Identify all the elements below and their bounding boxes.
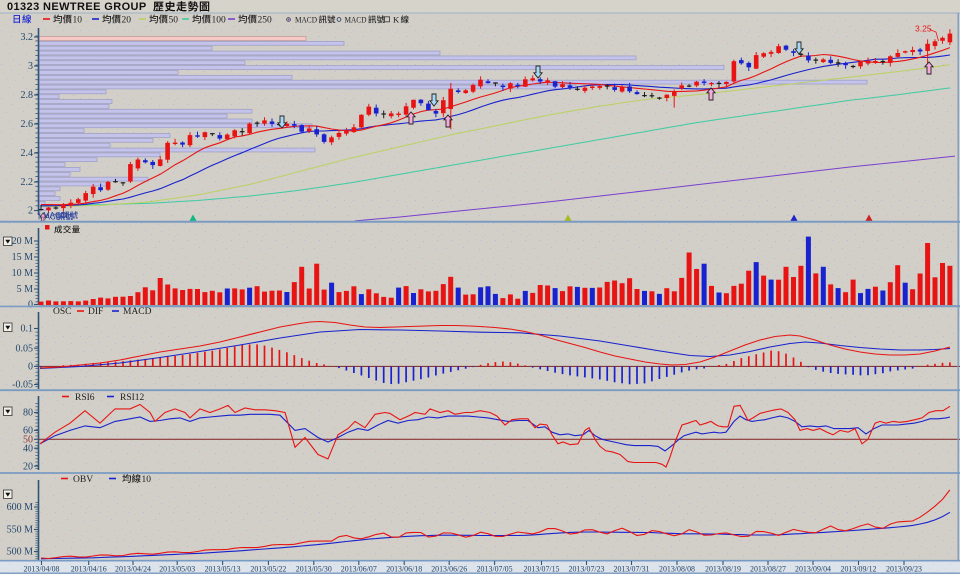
svg-text:2013/05/30: 2013/05/30: [296, 564, 332, 573]
svg-text:40: 40: [23, 443, 33, 454]
svg-text:250: 250: [258, 16, 273, 26]
svg-text:2013/04/08: 2013/04/08: [24, 564, 60, 573]
svg-text:OSC: OSC: [53, 307, 71, 317]
svg-text:100: 100: [212, 16, 227, 26]
svg-text:10: 10: [142, 475, 152, 485]
svg-text:2013/07/31: 2013/07/31: [614, 564, 650, 573]
svg-text:2.2: 2.2: [21, 177, 34, 188]
svg-text:3: 3: [28, 61, 33, 72]
svg-text:2013/08/27: 2013/08/27: [750, 564, 786, 573]
svg-text:5 M: 5 M: [17, 284, 34, 295]
svg-text:2013/08/08: 2013/08/08: [659, 564, 695, 573]
svg-text:3.2: 3.2: [21, 32, 34, 43]
svg-text:OBV: OBV: [73, 475, 93, 485]
svg-text:20 M: 20 M: [12, 236, 34, 247]
svg-text:K: K: [393, 15, 400, 25]
svg-text:MACD: MACD: [295, 15, 317, 25]
svg-text:2: 2: [28, 206, 33, 217]
svg-text:MACD: MACD: [123, 307, 152, 317]
svg-text:2013/05/13: 2013/05/13: [205, 564, 241, 573]
svg-text:01323 NEWTREE GROUP: 01323 NEWTREE GROUP: [7, 1, 147, 13]
svg-text:2013/04/24: 2013/04/24: [115, 564, 151, 573]
svg-text:2013/09/12: 2013/09/12: [841, 564, 877, 573]
svg-text:10: 10: [73, 16, 83, 26]
svg-text:2013/05/03: 2013/05/03: [159, 564, 195, 573]
svg-text:2013/07/23: 2013/07/23: [569, 564, 605, 573]
svg-text:50: 50: [23, 435, 33, 446]
svg-text:2013/09/23: 2013/09/23: [886, 564, 922, 573]
svg-text:2.8: 2.8: [21, 90, 34, 101]
svg-text:0.05: 0.05: [16, 343, 34, 354]
svg-text:2013/07/05: 2013/07/05: [477, 564, 513, 573]
svg-text:-0.05: -0.05: [12, 380, 33, 391]
svg-text:20: 20: [23, 461, 33, 472]
svg-text:RSI6: RSI6: [75, 393, 95, 403]
svg-text:RSI12: RSI12: [120, 393, 145, 403]
svg-text:2013/07/15: 2013/07/15: [524, 564, 560, 573]
svg-text:MACD: MACD: [43, 211, 67, 220]
svg-text:2013/08/19: 2013/08/19: [705, 564, 741, 573]
svg-text:20: 20: [122, 16, 132, 26]
svg-text:550 M: 550 M: [7, 525, 34, 536]
svg-text:2013/06/18: 2013/06/18: [386, 564, 422, 573]
svg-text:2013/06/26: 2013/06/26: [431, 564, 467, 573]
svg-text:10 M: 10 M: [12, 268, 34, 279]
svg-text:2013/06/07: 2013/06/07: [341, 564, 377, 573]
svg-text:0: 0: [28, 362, 33, 373]
svg-text:600 M: 600 M: [7, 502, 34, 513]
svg-text:80: 80: [23, 408, 33, 419]
svg-text:50: 50: [169, 16, 179, 26]
svg-text:0.1: 0.1: [21, 324, 34, 335]
svg-text:DIF: DIF: [88, 307, 103, 317]
svg-text:2013/04/16: 2013/04/16: [71, 564, 107, 573]
svg-text:2.4: 2.4: [21, 148, 34, 159]
svg-text:500 M: 500 M: [7, 547, 34, 558]
svg-text:2013/05/22: 2013/05/22: [250, 564, 286, 573]
svg-text:0: 0: [28, 300, 33, 311]
svg-text:MACD: MACD: [38, 213, 62, 222]
svg-text:2013/09/04: 2013/09/04: [795, 564, 831, 573]
svg-text:60: 60: [23, 426, 33, 437]
svg-text:3.25: 3.25: [915, 24, 932, 34]
svg-text:MACD: MACD: [345, 15, 367, 25]
svg-text:2.6: 2.6: [21, 119, 34, 130]
svg-text:15 M: 15 M: [12, 252, 34, 263]
